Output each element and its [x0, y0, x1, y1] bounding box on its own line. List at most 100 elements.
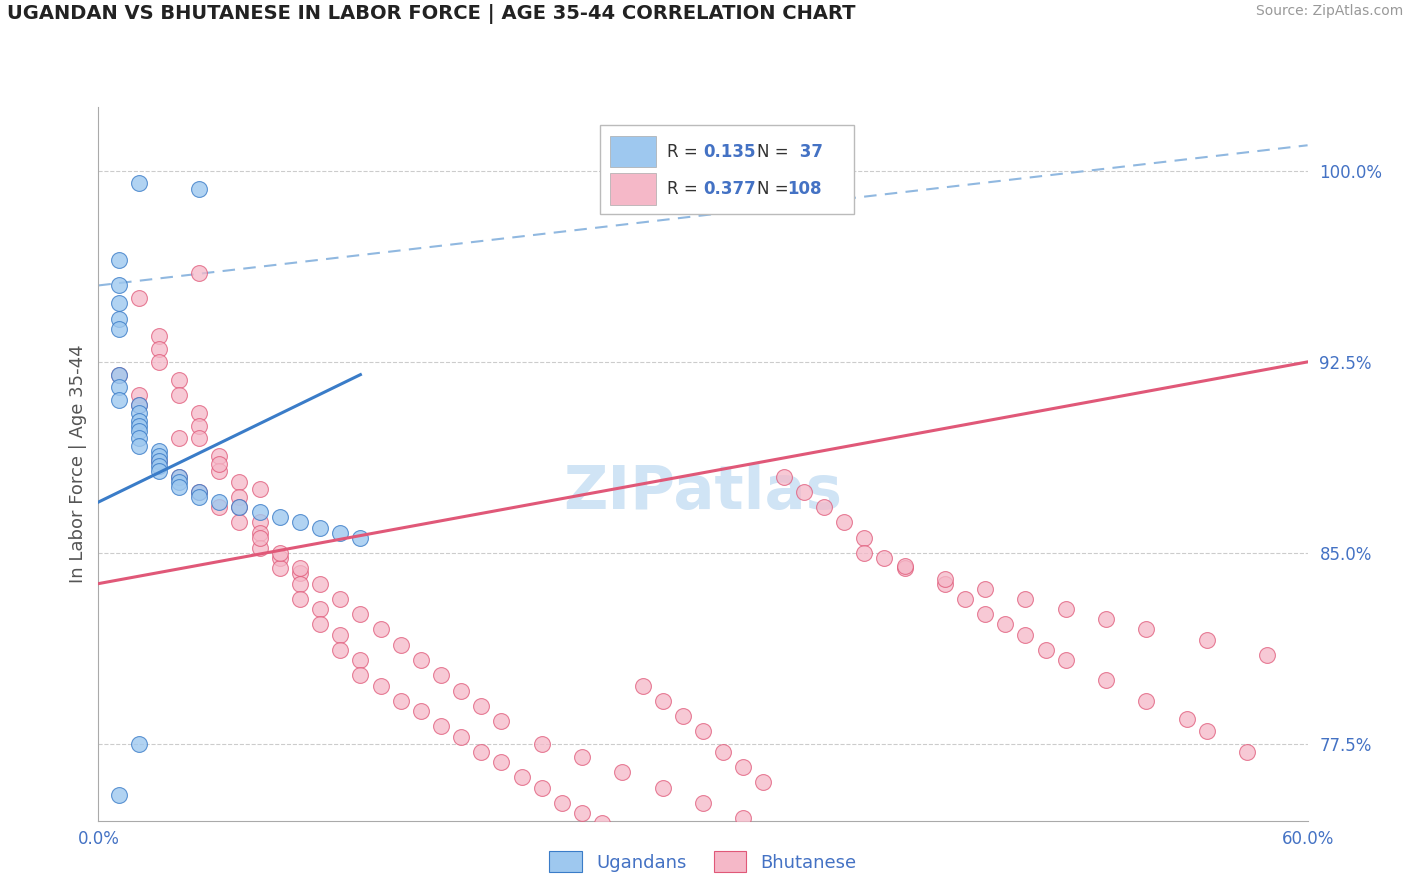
- Point: [329, 627, 352, 641]
- Point: [188, 484, 211, 499]
- Point: [107, 368, 129, 382]
- Point: [249, 525, 271, 540]
- Point: [953, 591, 976, 606]
- Point: [107, 393, 129, 408]
- Point: [288, 561, 311, 575]
- Point: [128, 439, 150, 453]
- Point: [733, 760, 755, 774]
- Text: N =: N =: [758, 180, 794, 198]
- Point: [329, 643, 352, 657]
- Point: [269, 546, 291, 560]
- Point: [228, 490, 250, 504]
- Point: [793, 826, 815, 840]
- Point: [309, 617, 332, 632]
- Point: [349, 668, 371, 682]
- Point: [1135, 694, 1157, 708]
- Point: [974, 582, 997, 596]
- Point: [1054, 653, 1077, 667]
- Point: [450, 730, 472, 744]
- Point: [269, 510, 291, 524]
- Point: [1014, 627, 1036, 641]
- Point: [1095, 673, 1118, 688]
- Point: [249, 505, 271, 519]
- Point: [612, 765, 634, 780]
- Point: [148, 454, 170, 468]
- Point: [329, 591, 352, 606]
- Text: 0.135: 0.135: [703, 143, 755, 161]
- Point: [188, 490, 211, 504]
- Point: [491, 714, 513, 729]
- Point: [893, 558, 915, 573]
- Point: [148, 355, 170, 369]
- Point: [491, 755, 513, 769]
- Point: [208, 500, 231, 515]
- Point: [530, 737, 553, 751]
- Point: [107, 322, 129, 336]
- Point: [228, 500, 250, 515]
- Point: [651, 694, 673, 708]
- Point: [470, 745, 492, 759]
- Point: [288, 566, 311, 581]
- Point: [128, 737, 150, 751]
- Point: [269, 551, 291, 566]
- Point: [551, 796, 574, 810]
- Point: [1035, 643, 1057, 657]
- Point: [853, 531, 876, 545]
- Point: [228, 516, 250, 530]
- Point: [208, 495, 231, 509]
- Point: [167, 469, 190, 483]
- Point: [128, 431, 150, 445]
- Point: [793, 484, 815, 499]
- Point: [430, 719, 453, 733]
- Point: [349, 607, 371, 622]
- Point: [128, 398, 150, 412]
- Legend: Ugandans, Bhutanese: Ugandans, Bhutanese: [543, 844, 863, 880]
- Point: [349, 653, 371, 667]
- Point: [893, 561, 915, 575]
- Point: [249, 541, 271, 555]
- Point: [249, 483, 271, 497]
- Point: [309, 602, 332, 616]
- Point: [249, 516, 271, 530]
- Point: [1256, 648, 1278, 662]
- Point: [269, 561, 291, 575]
- Point: [349, 531, 371, 545]
- Point: [571, 750, 593, 764]
- Point: [651, 780, 673, 795]
- Point: [288, 591, 311, 606]
- Point: [994, 617, 1017, 632]
- Y-axis label: In Labor Force | Age 35-44: In Labor Force | Age 35-44: [69, 344, 87, 583]
- Text: 108: 108: [787, 180, 823, 198]
- Point: [631, 679, 654, 693]
- FancyBboxPatch shape: [610, 173, 655, 204]
- Point: [409, 653, 432, 667]
- Point: [208, 449, 231, 463]
- Point: [571, 805, 593, 820]
- Point: [772, 469, 794, 483]
- Point: [167, 475, 190, 489]
- Text: UGANDAN VS BHUTANESE IN LABOR FORCE | AGE 35-44 CORRELATION CHART: UGANDAN VS BHUTANESE IN LABOR FORCE | AG…: [7, 4, 855, 24]
- Point: [148, 454, 170, 468]
- Point: [167, 388, 190, 402]
- Point: [409, 704, 432, 718]
- Point: [873, 551, 896, 566]
- Point: [370, 679, 392, 693]
- Point: [288, 576, 311, 591]
- Point: [107, 788, 129, 802]
- Point: [188, 406, 211, 420]
- Point: [450, 683, 472, 698]
- Point: [1195, 724, 1218, 739]
- Point: [591, 816, 613, 830]
- Point: [1195, 632, 1218, 647]
- Point: [188, 181, 211, 195]
- Point: [167, 431, 190, 445]
- Point: [167, 373, 190, 387]
- Point: [934, 576, 956, 591]
- FancyBboxPatch shape: [610, 136, 655, 168]
- Text: N =: N =: [758, 143, 794, 161]
- Point: [148, 465, 170, 479]
- Point: [672, 709, 695, 723]
- Point: [853, 546, 876, 560]
- Point: [832, 516, 855, 530]
- Point: [1054, 602, 1077, 616]
